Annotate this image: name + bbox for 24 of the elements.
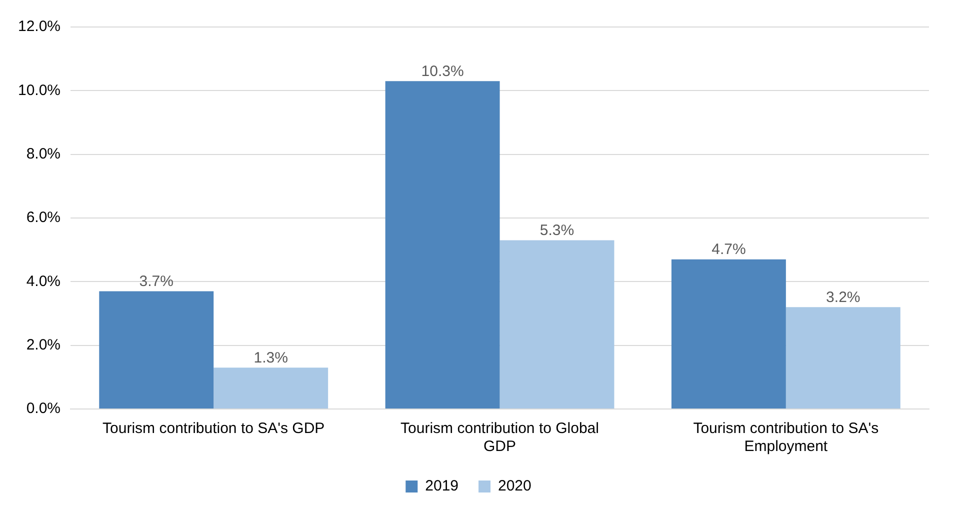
y-tick-label: 4.0% — [26, 272, 61, 290]
legend-label: 2019 — [425, 478, 459, 495]
x-tick-label: Tourism contribution to SA's GDP — [102, 420, 325, 438]
data-label: 1.3% — [254, 349, 288, 366]
y-tick-label: 0.0% — [26, 400, 61, 418]
y-tick-label: 2.0% — [26, 336, 61, 354]
y-tick-label: 8.0% — [26, 145, 61, 162]
y-tick-label: 10.0% — [18, 82, 61, 99]
data-label: 3.2% — [826, 288, 860, 306]
bar — [214, 368, 328, 408]
bar — [671, 259, 786, 408]
bar — [786, 307, 900, 408]
x-tick-label: Tourism contribution to SA's Employment — [693, 420, 879, 456]
y-tick-label: 12.0% — [18, 18, 61, 36]
bar — [99, 291, 214, 408]
bar — [385, 81, 500, 408]
data-label: 5.3% — [540, 222, 574, 239]
x-tick-label: Tourism contribution to Global GDP — [400, 420, 599, 456]
bar — [500, 240, 614, 408]
data-label: 3.7% — [139, 272, 174, 290]
y-tick-label: 6.0% — [26, 209, 61, 226]
data-label: 10.3% — [421, 62, 464, 80]
data-label: 4.7% — [712, 241, 746, 258]
legend-label: 2020 — [498, 478, 532, 495]
